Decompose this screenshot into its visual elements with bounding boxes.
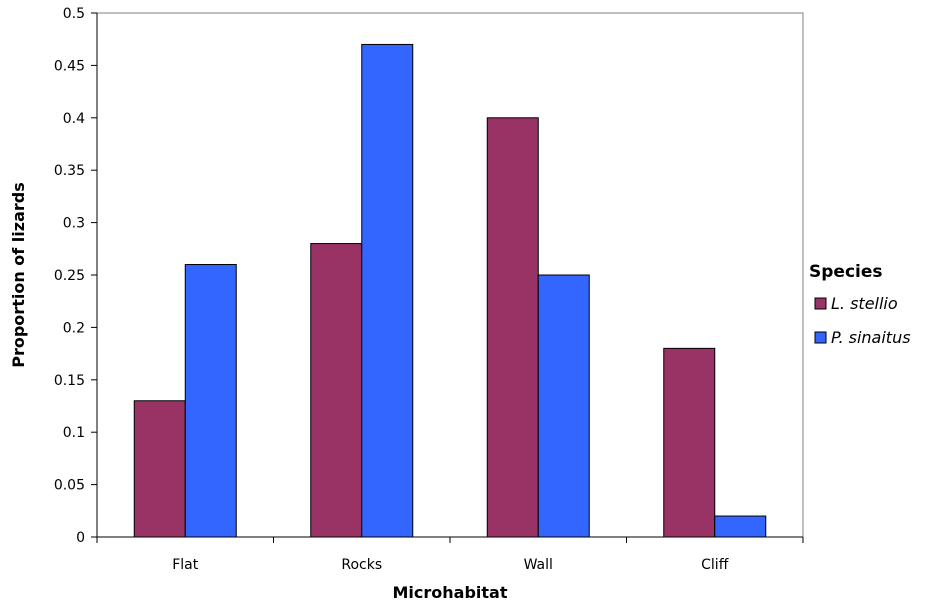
bar-l-stellio-cliff [663,347,716,538]
y-tick-label: 0.45 [54,58,85,74]
y-axis-ticks: 0 0.05 0.1 0.15 0.2 0.25 0.3 0.35 0.4 0.45 0.5 [54,6,97,546]
y-tick-label: 0.5 [63,6,85,22]
legend-swatch-l-stellio [814,297,827,310]
y-tick-label: 0.2 [63,320,85,336]
bars [133,43,767,538]
y-axis-title: Proportion of lizards [9,182,28,368]
bar-p-sinaitus-cliff [714,515,767,538]
bar-l-stellio-flat [133,400,186,538]
y-tick-label: 0 [76,530,85,546]
y-tick-label: 0.15 [54,373,85,389]
y-tick-label: 0.25 [54,268,85,284]
bar-p-sinaitus-flat [184,264,237,538]
x-axis-title: Microhabitat [393,583,508,602]
legend: Species L. stellio P. sinaitus [809,262,911,347]
legend-swatch-p-sinaitus [814,331,827,344]
x-tick-label: Wall [524,557,553,573]
y-tick-label: 0.05 [54,478,85,494]
x-tick-label: Cliff [701,557,729,573]
bar-l-stellio-rocks [310,243,363,538]
x-axis-ticks: Flat Rocks Wall Cliff [96,537,804,573]
bar-p-sinaitus-wall [537,274,590,538]
y-tick-label: 0.35 [54,163,85,179]
y-tick-label: 0.1 [63,425,85,441]
legend-label-p-sinaitus: P. sinaitus [831,328,911,347]
legend-label-l-stellio: L. stellio [831,294,898,313]
x-tick-label: Flat [172,557,199,573]
y-tick-label: 0.4 [63,111,85,127]
y-tick-label: 0.3 [63,216,85,232]
bar-l-stellio-wall [486,117,539,538]
legend-title: Species [809,262,883,282]
x-tick-label: Rocks [341,557,382,573]
bar-p-sinaitus-rocks [361,43,414,538]
